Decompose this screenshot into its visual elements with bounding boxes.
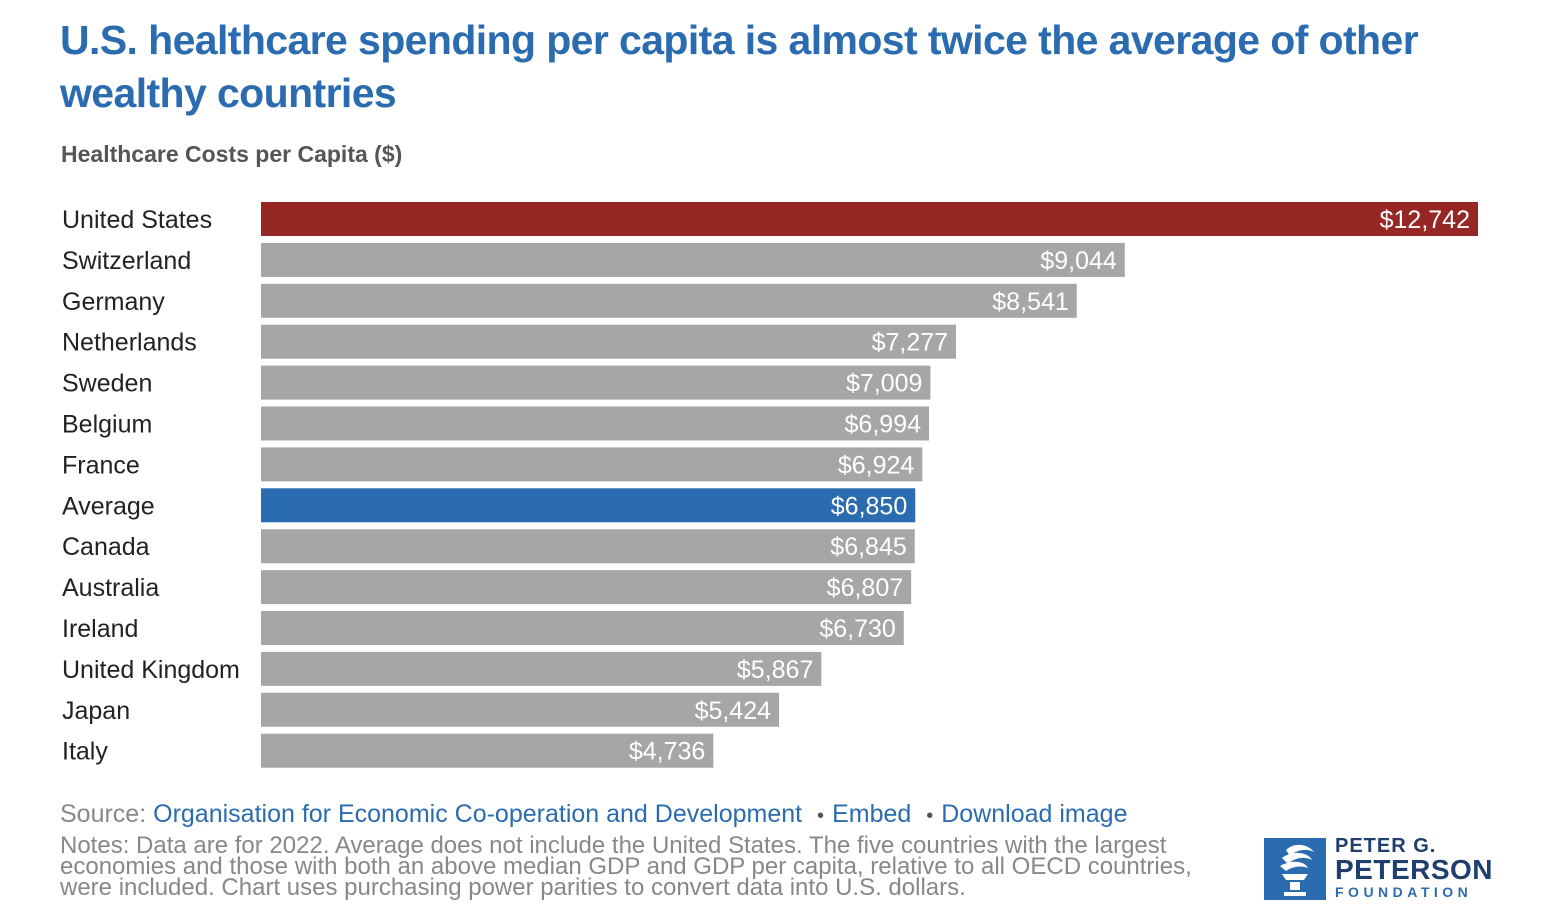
data-label: $5,424	[695, 697, 772, 725]
source-label: Source:	[60, 800, 147, 828]
category-label: Ireland	[62, 615, 138, 643]
data-label: $6,850	[831, 492, 907, 520]
data-label: $12,742	[1380, 206, 1470, 234]
bar[interactable]	[261, 447, 923, 482]
data-label: $6,807	[827, 574, 903, 602]
embed-link[interactable]: Embed	[832, 800, 912, 828]
category-label: Switzerland	[62, 247, 191, 275]
bar[interactable]	[261, 692, 780, 727]
logo-line-1: PETER G.	[1335, 835, 1437, 857]
logo-line-2: PETERSON	[1335, 854, 1494, 885]
bar[interactable]	[261, 324, 957, 359]
data-label: $8,541	[992, 288, 1068, 316]
bar[interactable]	[261, 611, 904, 645]
category-label: Average	[62, 492, 155, 520]
data-label: $6,845	[830, 533, 906, 561]
peterson-foundation-logo[interactable]: PETER G. PETERSON FOUNDATION	[1264, 836, 1493, 900]
bar[interactable]	[261, 529, 915, 564]
category-label: Netherlands	[62, 329, 197, 357]
bar-chart: United States $12,742 Switzerland $9,044 Ger…	[62, 202, 1478, 768]
category-label: Japan	[62, 697, 130, 725]
download-image-link[interactable]: Download image	[941, 800, 1128, 828]
category-label: Belgium	[62, 411, 152, 439]
bar[interactable]	[261, 406, 930, 441]
category-label: Canada	[62, 533, 150, 561]
chart-footer: Source: Organisation for Economic Co-ope…	[60, 798, 1240, 901]
data-label: $5,867	[737, 656, 813, 684]
source-link[interactable]: Organisation for Economic Co-operation a…	[153, 800, 803, 828]
category-label: Australia	[62, 574, 159, 602]
data-label: $4,736	[629, 738, 705, 766]
bar[interactable]	[261, 365, 931, 400]
category-label: Sweden	[62, 370, 152, 398]
data-label: $9,044	[1040, 247, 1117, 275]
category-label: Germany	[62, 288, 165, 316]
category-label: United Kingdom	[62, 656, 240, 684]
chart-title: U.S. healthcare spending per capita is a…	[60, 17, 1419, 116]
bar[interactable]	[261, 733, 714, 768]
data-label: $7,277	[872, 329, 948, 357]
bar[interactable]	[261, 242, 1125, 277]
data-label: $7,009	[846, 370, 922, 398]
chart-subtitle: Healthcare Costs per Capita ($)	[61, 141, 403, 167]
logo-wordmark: PETER G. PETERSON FOUNDATION	[1335, 836, 1493, 900]
category-label: Italy	[62, 738, 108, 766]
chart-notes: Notes: Data are for 2022. Average does n…	[60, 832, 1192, 901]
data-label: $6,730	[819, 615, 895, 643]
bar[interactable]	[261, 283, 1077, 318]
category-label: France	[62, 451, 140, 479]
logo-line-3: FOUNDATION	[1335, 884, 1473, 900]
bar[interactable]	[261, 488, 916, 523]
category-label: United States	[62, 206, 212, 234]
data-label: $6,994	[845, 411, 922, 439]
torch-icon	[1264, 838, 1326, 900]
bar[interactable]	[261, 202, 1478, 236]
bar[interactable]	[261, 570, 912, 605]
data-label: $6,924	[838, 451, 915, 479]
bar[interactable]	[261, 651, 822, 686]
source-line: Source: Organisation for Economic Co-ope…	[60, 798, 1240, 832]
separator-dot: •	[926, 805, 934, 827]
separator-dot: •	[817, 805, 825, 827]
